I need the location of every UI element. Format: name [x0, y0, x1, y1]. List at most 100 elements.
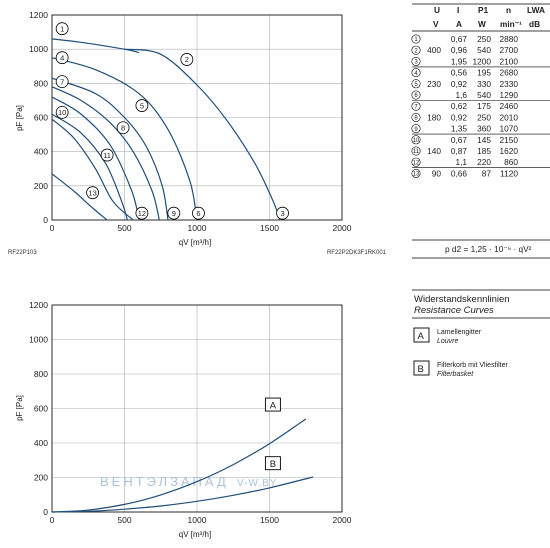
row-power: 330 — [477, 79, 491, 89]
legend-title: Widerstandskennlinien — [414, 294, 510, 305]
row-power: 175 — [477, 101, 491, 111]
row-id-circle — [411, 101, 421, 111]
bottom-ytick-1000: 1000 — [29, 335, 48, 345]
top-ytick-1200: 1200 — [29, 10, 48, 20]
row-id-circle — [411, 56, 421, 66]
top-ytick-0: 0 — [43, 215, 48, 225]
bottom-chart-tick-labels: 0 500 1000 1500 2000 0 200 400 600 800 1000 1200 — [29, 300, 352, 525]
table-row: 12 1,1 220 860 — [411, 157, 518, 167]
row-id-circle — [411, 45, 421, 55]
row-id-circle — [411, 90, 421, 100]
curve-marker-label-1: 1 — [60, 24, 64, 33]
curve-marker-12 — [135, 206, 149, 220]
curve-marker-3 — [276, 206, 289, 220]
curve-10-line — [51, 113, 128, 221]
curve-marker-label-11: 11 — [103, 151, 111, 160]
row-id: 4 — [414, 71, 418, 77]
row-current: 0,92 — [451, 79, 468, 89]
motor-spec-table: U I P1 n LWA V A W min⁻¹ dB 1 0,67 250 2880… — [411, 3, 550, 259]
curve-marker-label-3: 3 — [280, 209, 284, 218]
row-speed: 1290 — [500, 90, 519, 100]
row-speed: 2010 — [500, 112, 519, 122]
row-power: 185 — [477, 146, 491, 156]
curve-marker-label-6: 6 — [196, 209, 200, 218]
curve-marker-6 — [192, 206, 205, 220]
top-xtick-0: 0 — [50, 223, 55, 233]
curve-4-line — [51, 57, 198, 221]
curve-marker-label-4: 4 — [60, 54, 64, 63]
curve-marker-2 — [180, 53, 194, 66]
row-power: 220 — [477, 157, 491, 167]
curve-marker-11 — [100, 148, 114, 162]
table-row: 1 0,67 250 2880 — [411, 34, 518, 44]
row-power: 540 — [477, 90, 491, 100]
header-i: I — [457, 5, 459, 15]
resistance-curve-B — [51, 476, 314, 513]
row-id: 11 — [413, 149, 420, 155]
row-current: 0,87 — [451, 146, 468, 156]
row-id-circle — [411, 34, 421, 44]
resistance-legend: Widerstandskennlinien Resistance Curves … — [412, 289, 550, 378]
table-row: 4 0,56 195 2680 — [411, 68, 519, 78]
row-id-circle — [411, 135, 421, 145]
row-id: 3 — [414, 60, 418, 66]
curve-11-line — [51, 118, 134, 221]
row-id: 1 — [414, 37, 418, 43]
row-power: 250 — [477, 112, 491, 122]
unit-u: V — [433, 19, 439, 29]
top-chart-tick-labels: 0 500 1000 1500 2000 0 200 400 600 800 1000 1200 — [29, 10, 352, 233]
bottom-xtick-1500: 1500 — [260, 515, 279, 525]
table-row: 7 0,62 175 2460 — [411, 101, 519, 111]
row-id-circle — [411, 157, 421, 167]
resistance-box-label-B: B — [270, 459, 276, 470]
curve-2-line — [124, 48, 281, 221]
row-id-circle — [411, 68, 421, 78]
curve-marker-5 — [135, 99, 149, 112]
bottom-xtick-500: 500 — [117, 515, 131, 525]
curve-8-line — [51, 96, 140, 221]
legend-key-b: B — [418, 364, 424, 375]
row-voltage: 140 — [427, 146, 441, 156]
curve-marker-label-8: 8 — [121, 124, 125, 133]
formula-text: p d2 = 1,25 · 10⁻⁶ · qV² — [445, 244, 532, 254]
row-id: 8 — [414, 116, 418, 122]
legend-subtitle: Resistance Curves — [414, 305, 494, 316]
top-ytick-200: 200 — [34, 181, 48, 191]
row-current: 1,95 — [451, 56, 468, 66]
row-voltage: 230 — [427, 79, 441, 89]
row-id: 12 — [413, 160, 420, 166]
curve-marker-label-12: 12 — [138, 209, 146, 218]
bottom-ytick-200: 200 — [34, 473, 48, 483]
curve-marker-8 — [116, 121, 130, 135]
curve-1-line — [51, 38, 140, 54]
row-power: 250 — [477, 34, 491, 44]
legend-a-de: Lamellengitter — [437, 329, 482, 336]
curve-marker-label-5: 5 — [140, 101, 144, 110]
row-speed: 2150 — [500, 135, 519, 145]
bottom-chart-grid — [51, 304, 343, 513]
legend-b-de: Filterkorb mit Vliesfilter — [437, 362, 508, 369]
watermark-right: V-W.BY — [237, 478, 277, 489]
watermark-left: ВЕНТЭЛЗАПАД — [100, 474, 229, 489]
bottom-ytick-600: 600 — [34, 404, 48, 414]
bottom-ytick-1200: 1200 — [29, 300, 48, 310]
row-speed: 2460 — [500, 101, 519, 111]
table-row: 8 180 0,92 250 2010 — [411, 112, 519, 122]
header-u: U — [434, 5, 440, 15]
bottom-chart-ylabel: pF [Pa] — [15, 395, 24, 421]
row-current: 0,67 — [451, 34, 468, 44]
table-row: 6 1,6 540 1290 — [411, 90, 519, 100]
row-current: 0,66 — [451, 168, 468, 178]
row-id-circle — [411, 146, 421, 156]
row-power: 540 — [477, 45, 491, 55]
unit-lwa: dB — [529, 19, 540, 29]
row-id: 13 — [413, 172, 420, 178]
row-id: 6 — [414, 93, 418, 99]
bottom-plot-frame — [51, 304, 343, 513]
row-speed: 2680 — [500, 68, 519, 78]
row-speed: 1120 — [500, 168, 518, 178]
top-ytick-1000: 1000 — [29, 44, 48, 54]
row-id-circle — [411, 112, 421, 122]
curve-marker-label-13: 13 — [88, 188, 96, 197]
